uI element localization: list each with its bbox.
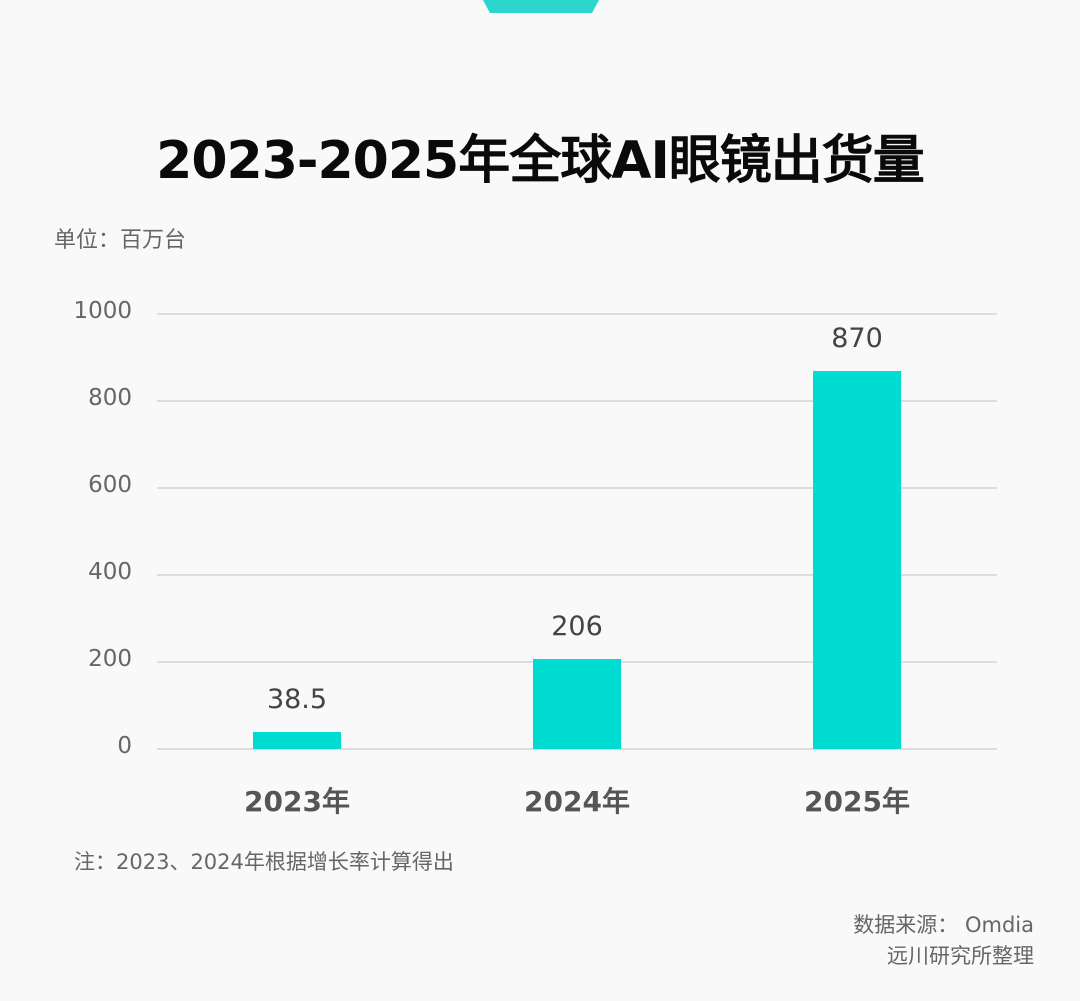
gridline (157, 313, 997, 315)
gridline (157, 574, 997, 576)
compiler-line: 远川研究所整理 (887, 944, 1034, 968)
source-line: 数据来源： Omdia (853, 913, 1034, 937)
footnote: 注：2023、2024年根据增长率计算得出 (74, 850, 454, 874)
bar-value-label: 870 (831, 322, 883, 354)
y-tick-label: 1000 (73, 298, 132, 324)
bar[interactable] (533, 659, 621, 749)
top-accent-tab (483, 0, 599, 13)
unit-label: 单位：百万台 (54, 228, 187, 253)
x-category-label: 2024年 (524, 785, 630, 818)
source-block: 数据来源： Omdia 远川研究所整理 (853, 910, 1034, 972)
y-tick-label: 0 (117, 733, 132, 759)
x-category-label: 2023年 (244, 785, 350, 818)
gridline (157, 748, 997, 750)
bar-value-label: 38.5 (266, 684, 328, 716)
y-tick-label: 200 (88, 646, 132, 672)
x-category-label: 2025年 (804, 785, 910, 818)
chart-title: 2023-2025年全球AI眼镜出货量 (156, 131, 925, 191)
gridline (157, 400, 997, 402)
bar-value-label: 206 (551, 611, 603, 643)
y-tick-label: 800 (88, 385, 132, 411)
bar[interactable] (813, 370, 901, 749)
bar[interactable] (253, 732, 341, 749)
y-tick-label: 600 (88, 472, 132, 498)
y-tick-label: 400 (88, 559, 132, 585)
gridline (157, 487, 997, 489)
